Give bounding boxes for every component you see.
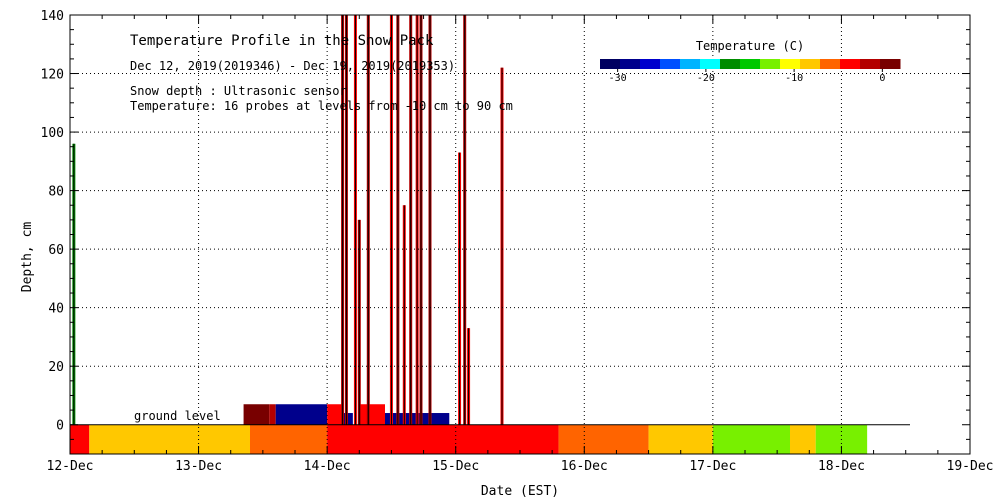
tick-labels: 0 20 40 60 80 100 120 140 12-Dec 13-Dec 14-Dec 15-D… xyxy=(41,9,994,474)
colorbar-swatch-11 xyxy=(820,59,841,69)
ground-band-0 xyxy=(70,424,90,454)
colorbar-swatch-12 xyxy=(840,59,861,69)
colorbar-tick-label-3: 0 xyxy=(879,73,885,84)
temperature-colorbar: -30 -20 -10 0 xyxy=(600,59,901,84)
plot-frame xyxy=(69,14,971,455)
ground-band-1 xyxy=(89,424,251,454)
y-tick-label-3: 60 xyxy=(48,243,64,258)
x-tick-label-7: 19-Dec xyxy=(947,459,994,474)
ground-band-2 xyxy=(250,424,328,454)
plot-area xyxy=(70,15,910,454)
colorbar-tick-label-2: -10 xyxy=(785,73,803,84)
colorbar-swatch-13 xyxy=(860,59,881,69)
x-tick-label-4: 16-Dec xyxy=(561,459,608,474)
colorbar-swatch-0 xyxy=(600,59,621,69)
x-tick-label-2: 14-Dec xyxy=(304,459,351,474)
ground-band-5 xyxy=(648,424,713,454)
colorbar-swatch-4 xyxy=(680,59,701,69)
colorbar-swatch-10 xyxy=(800,59,821,69)
snow-block-5 xyxy=(359,404,385,425)
y-tick-label-6: 120 xyxy=(41,68,64,83)
ground-band-7 xyxy=(790,424,816,454)
x-tick-label-6: 18-Dec xyxy=(818,459,865,474)
info-line-sensor: Snow depth : Ultrasonic sensor xyxy=(130,84,347,98)
colorbar-swatch-7 xyxy=(740,59,761,69)
x-tick-label-0: 12-Dec xyxy=(47,459,94,474)
ground-band-3 xyxy=(327,424,559,454)
colorbar-title: Temperature (C) xyxy=(696,39,804,53)
y-axis-label: Depth, cm xyxy=(20,222,35,293)
snow-block-2 xyxy=(275,404,328,425)
y-tick-label-0: 0 xyxy=(56,419,64,434)
y-tick-label-4: 80 xyxy=(48,185,64,200)
y-tick-label-7: 140 xyxy=(41,9,64,24)
ground-band-6 xyxy=(712,424,790,454)
snow-block-1 xyxy=(269,404,276,425)
x-tick-label-5: 17-Dec xyxy=(689,459,736,474)
x-tick-label-3: 15-Dec xyxy=(432,459,479,474)
axis-ticks xyxy=(69,14,971,455)
colorbar-swatch-5 xyxy=(700,59,721,69)
grid-lines xyxy=(70,15,970,454)
x-axis-label: Date (EST) xyxy=(481,484,559,499)
colorbar-swatch-3 xyxy=(660,59,681,69)
y-tick-label-2: 40 xyxy=(48,302,64,317)
colorbar-tick-label-0: -30 xyxy=(609,73,627,84)
ground-band-4 xyxy=(558,424,649,454)
colorbar-swatch-6 xyxy=(720,59,741,69)
snow-block-0 xyxy=(243,404,270,425)
colorbar-swatch-9 xyxy=(780,59,801,69)
snow-block-3 xyxy=(327,404,343,425)
chart-title: Temperature Profile in the Snow Pack xyxy=(130,33,434,49)
ground-level-label: ground level xyxy=(134,409,221,423)
y-tick-label-1: 20 xyxy=(48,360,64,375)
colorbar-swatch-1 xyxy=(620,59,641,69)
info-line-probes: Temperature: 16 probes at levels from -1… xyxy=(130,99,513,113)
y-tick-label-5: 100 xyxy=(41,126,64,141)
x-tick-label-1: 13-Dec xyxy=(175,459,222,474)
colorbar-tick-label-1: -20 xyxy=(697,73,715,84)
chart-subtitle: Dec 12, 2019(2019346) - Dec 19, 2019(201… xyxy=(130,59,455,73)
colorbar-swatch-14 xyxy=(880,59,901,69)
colorbar-swatch-8 xyxy=(760,59,781,69)
colorbar-swatch-2 xyxy=(640,59,661,69)
